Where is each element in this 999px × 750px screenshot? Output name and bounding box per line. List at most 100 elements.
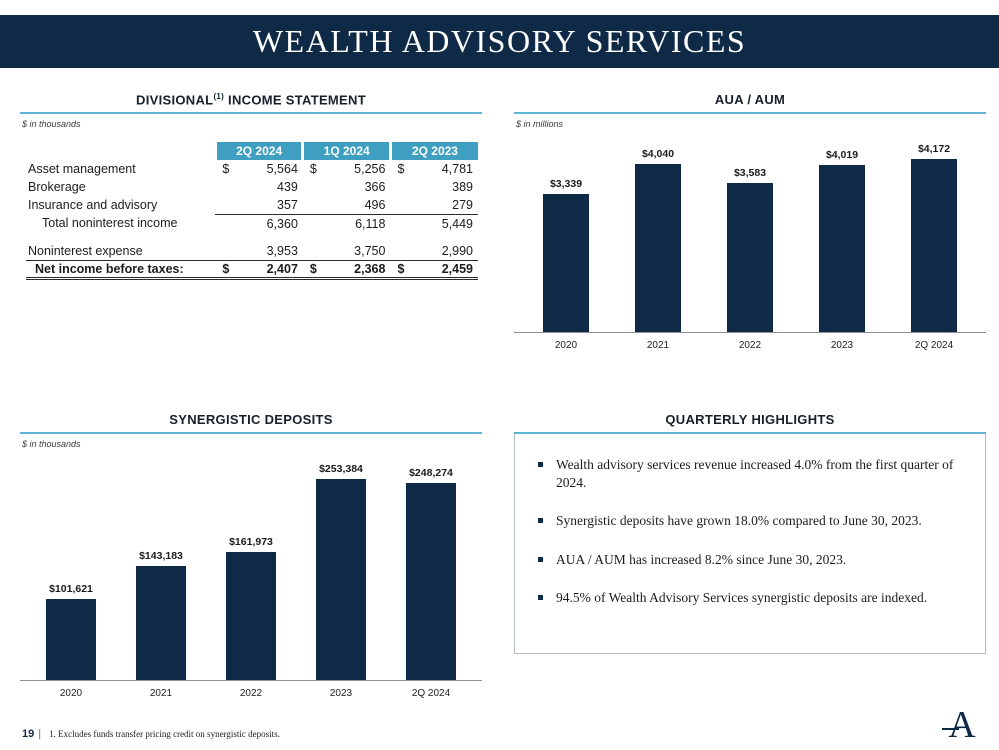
table-row: Net income before taxes: $2,407 $2,368 $2,4… bbox=[26, 259, 478, 280]
income-statement-section: DIVISIONAL(1) INCOME STATEMENT $ in thou… bbox=[20, 92, 482, 280]
cell-value: 357 bbox=[215, 196, 303, 215]
x-axis: 2020 2021 2022 2023 2Q 2024 bbox=[514, 340, 986, 351]
dollar-sign: $ bbox=[222, 162, 230, 177]
synergistic-deposits-chart: $101,621 $143,183 $161,973 $253,384 $248,274… bbox=[20, 455, 482, 699]
cell-value: $2,459 bbox=[390, 259, 478, 280]
unit-note: $ in thousands bbox=[22, 119, 81, 130]
row-label: Net income before taxes: bbox=[26, 259, 216, 280]
bar-group: $4,019 bbox=[806, 149, 878, 332]
table-row: Total noninterest income 6,360 6,118 5,449 bbox=[26, 214, 478, 232]
logo-crossbar bbox=[942, 728, 959, 730]
value-text: 2,990 bbox=[441, 244, 473, 259]
highlight-item: AUA / AUM has increased 8.2% since June … bbox=[535, 551, 967, 569]
value-text: 5,564 bbox=[266, 162, 298, 177]
cell-value: 3,750 bbox=[302, 242, 391, 261]
value-text: 5,256 bbox=[354, 162, 386, 177]
footer-separator: | bbox=[38, 728, 42, 740]
cell-value: $2,407 bbox=[215, 259, 303, 280]
accent-line bbox=[514, 432, 986, 434]
value-text: 496 bbox=[364, 198, 386, 213]
table-row bbox=[26, 232, 478, 242]
cell-value: 3,953 bbox=[215, 242, 303, 261]
x-axis-label: 2021 bbox=[149, 688, 173, 699]
value-text: 2,368 bbox=[354, 261, 386, 276]
section-title: DIVISIONAL(1) INCOME STATEMENT bbox=[20, 92, 482, 112]
table-row: Brokerage 439 366 389 bbox=[26, 178, 478, 196]
cell-value: 6,118 bbox=[303, 214, 391, 232]
row-label: Asset management bbox=[28, 162, 136, 177]
dollar-sign: $ bbox=[397, 162, 405, 177]
aua-aum-section: AUA / AUM $ in millions $3,339 $4,040 $3,5… bbox=[514, 92, 986, 351]
table-header: 2Q 2024 1Q 2024 2Q 2023 bbox=[26, 142, 478, 161]
cell-value: 496 bbox=[302, 196, 391, 215]
dollar-sign: $ bbox=[222, 261, 230, 276]
x-axis-label: 2Q 2024 bbox=[411, 688, 451, 699]
row-label: Insurance and advisory bbox=[28, 198, 158, 213]
value-text: 279 bbox=[452, 198, 473, 213]
column-header: 2Q 2024 bbox=[213, 142, 303, 161]
bar-group: $161,973 bbox=[215, 536, 287, 680]
logo-letter: A bbox=[948, 704, 976, 746]
cell-value: 5,449 bbox=[390, 214, 478, 232]
bar bbox=[316, 479, 366, 680]
footer: 19 | 1. Excludes funds transfer pricing … bbox=[22, 728, 280, 740]
dollar-sign: $ bbox=[397, 261, 405, 276]
section-title: AUA / AUM bbox=[714, 92, 786, 107]
aua-aum-chart: $3,339 $4,040 $3,583 $4,019 $4,172 2020 2021 2… bbox=[514, 135, 986, 351]
bar bbox=[911, 159, 957, 332]
accent-line bbox=[514, 112, 986, 114]
value-text: 6,118 bbox=[355, 216, 386, 231]
x-axis-label: 2020 bbox=[59, 688, 83, 699]
row-label: Total noninterest income bbox=[42, 216, 178, 231]
bar bbox=[727, 183, 773, 332]
value-text: 366 bbox=[364, 180, 386, 195]
cell-value: 6,360 bbox=[215, 214, 303, 232]
synergistic-deposits-section: SYNERGISTIC DEPOSITS $ in thousands $101… bbox=[20, 412, 482, 699]
row-label: Brokerage bbox=[28, 180, 86, 195]
table-row: Noninterest expense 3,953 3,750 2,990 bbox=[26, 242, 478, 261]
x-axis-label: 2022 bbox=[738, 340, 762, 351]
bar bbox=[635, 164, 681, 332]
value-text: 3,953 bbox=[266, 244, 298, 259]
slide-header: WEALTH ADVISORY SERVICES bbox=[0, 15, 999, 68]
cell-value: 366 bbox=[303, 178, 391, 196]
table-row: Insurance and advisory 357 496 279 bbox=[26, 196, 478, 215]
income-statement-table: 2Q 2024 1Q 2024 2Q 2023 Asset management $5… bbox=[26, 142, 478, 280]
page-number: 19 bbox=[22, 728, 35, 740]
bar bbox=[136, 566, 186, 680]
bar-value-label: $248,274 bbox=[409, 467, 453, 479]
x-axis-label: 2020 bbox=[554, 340, 578, 351]
value-text: 389 bbox=[452, 180, 473, 195]
bar-group: $143,183 bbox=[125, 550, 197, 680]
unit-note: $ in millions bbox=[516, 119, 564, 129]
x-axis-label: 2023 bbox=[329, 688, 353, 699]
quarterly-highlights-section: QUARTERLY HIGHLIGHTS Wealth advisory ser… bbox=[514, 412, 986, 654]
x-axis-label: 2022 bbox=[239, 688, 263, 699]
bar-value-label: $143,183 bbox=[139, 550, 183, 562]
bar bbox=[543, 194, 589, 332]
highlight-item: Wealth advisory services revenue increas… bbox=[535, 456, 967, 492]
plot-area: $3,339 $4,040 $3,583 $4,019 $4,172 bbox=[514, 135, 986, 333]
x-axis-label: 2023 bbox=[830, 340, 854, 351]
bar bbox=[819, 165, 865, 332]
bar-value-label: $253,384 bbox=[319, 463, 363, 475]
bar-value-label: $3,339 bbox=[549, 178, 583, 190]
accent-line bbox=[20, 112, 482, 115]
cell-value: 279 bbox=[390, 196, 478, 215]
bar-group: $4,040 bbox=[622, 148, 694, 332]
cell-value: $4,781 bbox=[390, 160, 478, 178]
value-text: 2,459 bbox=[441, 261, 473, 276]
cell-value: $2,368 bbox=[302, 259, 391, 280]
bar-value-label: $161,973 bbox=[229, 536, 273, 548]
slide-title: WEALTH ADVISORY SERVICES bbox=[252, 23, 747, 59]
bar-group: $253,384 bbox=[305, 463, 377, 680]
title-superscript: (1) bbox=[213, 92, 225, 101]
value-text: 357 bbox=[277, 198, 298, 213]
dollar-sign: $ bbox=[309, 162, 317, 177]
bar-group: $4,172 bbox=[898, 143, 970, 332]
cell-value: $5,256 bbox=[303, 160, 391, 178]
value-text: 6,360 bbox=[266, 216, 298, 231]
bar-value-label: $3,583 bbox=[733, 167, 767, 179]
column-header: 2Q 2023 bbox=[388, 142, 478, 161]
value-text: 4,781 bbox=[441, 162, 473, 177]
